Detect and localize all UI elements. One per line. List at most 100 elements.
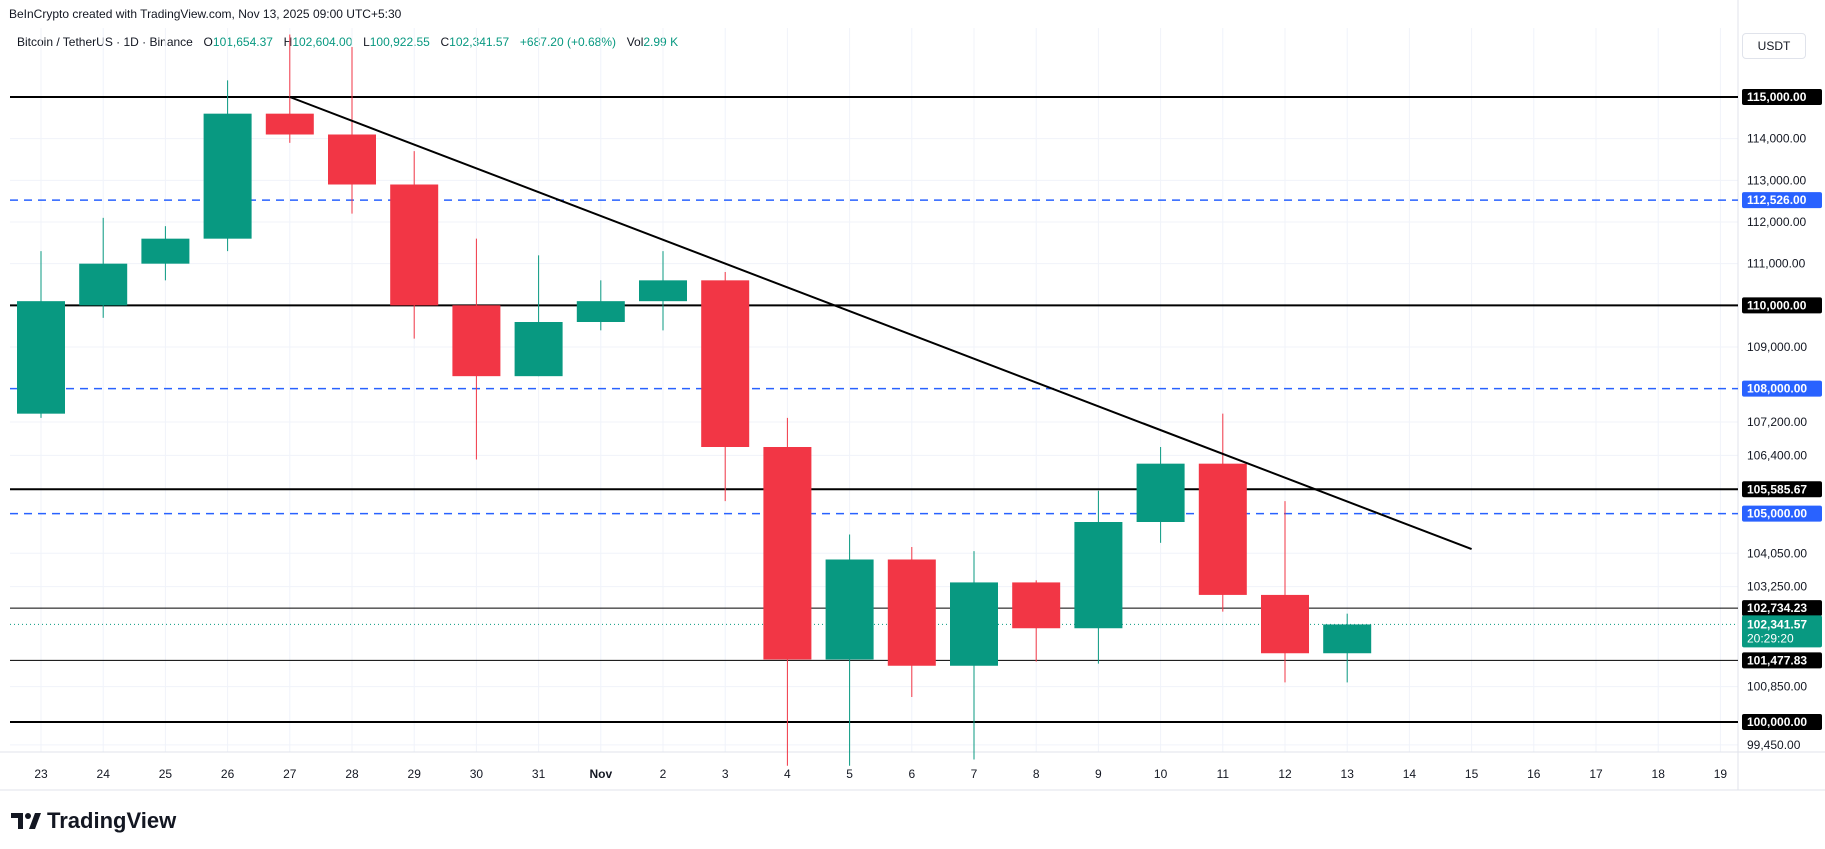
- date-tick-label: 29: [408, 767, 422, 781]
- date-tick-label: 5: [846, 767, 853, 781]
- candle-body[interactable]: [514, 322, 563, 377]
- level-price-badge: [1742, 192, 1822, 209]
- current-price-badge: [1742, 615, 1822, 648]
- date-tick-label: 6: [908, 767, 915, 781]
- candle-body[interactable]: [1323, 624, 1372, 654]
- candle-body[interactable]: [390, 184, 439, 306]
- candle-body[interactable]: [328, 134, 376, 185]
- symbol-legend: Bitcoin / TetherUS · 1D · Binance O101,6…: [17, 35, 678, 49]
- level-price-label: 115,000.00: [1747, 90, 1807, 104]
- candle-body[interactable]: [17, 301, 65, 414]
- candle-body[interactable]: [265, 113, 314, 135]
- date-tick-label: 14: [1403, 767, 1417, 781]
- date-tick-label: 17: [1589, 767, 1603, 781]
- candle-body[interactable]: [763, 447, 812, 660]
- level-price-badge: [1742, 600, 1822, 617]
- candle-body[interactable]: [79, 263, 128, 306]
- candle-body[interactable]: [576, 301, 625, 322]
- date-tick-label: 7: [971, 767, 978, 781]
- date-tick-label: 2: [660, 767, 667, 781]
- level-price-badge: [1742, 481, 1822, 498]
- price-tick-label: 107,200.00: [1747, 415, 1807, 429]
- close-value: 102,341.57: [449, 35, 510, 49]
- volume-value: 2.99 K: [643, 35, 679, 49]
- current-price-label: 102,341.57: [1747, 617, 1807, 631]
- price-tick-label: 114,000.00: [1747, 132, 1806, 146]
- date-tick-label: 23: [34, 767, 48, 781]
- date-tick-label: 28: [345, 767, 359, 781]
- open-label: O: [203, 35, 213, 49]
- date-tick-label: 15: [1465, 767, 1479, 781]
- symbol-name[interactable]: Bitcoin / TetherUS · 1D · Binance: [17, 35, 193, 49]
- price-tick-label: 113,000.00: [1747, 173, 1806, 187]
- date-tick-label: 18: [1652, 767, 1666, 781]
- price-tick-label: 109,000.00: [1747, 340, 1807, 354]
- close-label: C: [440, 35, 450, 49]
- candle-body[interactable]: [1012, 582, 1061, 629]
- candle-body[interactable]: [1074, 522, 1123, 629]
- trendline[interactable]: [289, 96, 1472, 551]
- candle-body[interactable]: [452, 305, 501, 377]
- currency-button[interactable]: USDT: [1742, 33, 1806, 59]
- level-price-badge: [1742, 652, 1822, 669]
- change-value: +687.20 (+0.68%): [519, 35, 616, 49]
- candle-body[interactable]: [887, 559, 936, 666]
- date-tick-label: Nov: [589, 767, 612, 781]
- tradingview-logo[interactable]: TradingView: [11, 808, 176, 834]
- volume-label: Vol: [626, 35, 644, 49]
- price-tick-label: 111,000.00: [1747, 257, 1806, 271]
- low-value: 100,922.55: [369, 35, 430, 49]
- date-tick-label: 26: [221, 767, 235, 781]
- price-tick-label: 104,050.00: [1747, 546, 1807, 560]
- countdown-label: 20:29:20: [1747, 631, 1794, 645]
- date-tick-label: 27: [283, 767, 297, 781]
- date-tick-label: 12: [1278, 767, 1292, 781]
- date-tick-label: 9: [1095, 767, 1102, 781]
- price-tick-label: 99,450.00: [1747, 738, 1801, 752]
- level-price-label: 105,000.00: [1747, 507, 1807, 521]
- low-label: L: [363, 35, 370, 49]
- level-price-label: 100,000.00: [1747, 715, 1807, 729]
- level-price-badge: [1742, 380, 1822, 397]
- date-tick-label: 19: [1714, 767, 1728, 781]
- level-price-label: 110,000.00: [1747, 298, 1807, 312]
- level-price-badge: [1742, 89, 1822, 105]
- date-tick-label: 4: [784, 767, 791, 781]
- level-price-label: 102,734.23: [1747, 601, 1807, 615]
- level-price-badge: [1742, 505, 1822, 522]
- chart-credit: BeInCrypto created with TradingView.com,…: [9, 7, 402, 21]
- date-tick-label: 24: [97, 767, 111, 781]
- brand-name: TradingView: [47, 808, 177, 833]
- candle-body[interactable]: [825, 559, 874, 660]
- date-tick-label: 31: [532, 767, 546, 781]
- candle-body[interactable]: [639, 280, 687, 302]
- date-tick-label: 8: [1033, 767, 1040, 781]
- date-tick-label: 25: [159, 767, 173, 781]
- price-tick-label: 103,250.00: [1747, 580, 1807, 594]
- high-value: 102,604.00: [292, 35, 353, 49]
- level-price-badge: [1742, 297, 1822, 314]
- tradingview-logo-icon: [11, 813, 41, 829]
- price-tick-label: 100,850.00: [1747, 680, 1807, 694]
- level-price-badge: [1742, 714, 1822, 730]
- date-tick-label: 16: [1527, 767, 1541, 781]
- level-price-label: 108,000.00: [1747, 382, 1807, 396]
- date-tick-label: 11: [1217, 767, 1230, 781]
- level-price-label: 101,477.83: [1747, 653, 1807, 667]
- candle-body[interactable]: [1136, 463, 1185, 522]
- date-tick-label: 30: [470, 767, 484, 781]
- date-tick-label: 10: [1154, 767, 1168, 781]
- candle-body[interactable]: [203, 113, 252, 239]
- level-price-label: 112,526.00: [1747, 193, 1807, 207]
- candle-body[interactable]: [141, 238, 190, 264]
- candle-body[interactable]: [701, 280, 750, 447]
- high-label: H: [283, 35, 293, 49]
- price-tick-label: 106,400.00: [1747, 448, 1807, 462]
- candle-body[interactable]: [950, 582, 998, 666]
- level-price-label: 105,585.67: [1747, 482, 1807, 496]
- candle-body[interactable]: [1261, 594, 1309, 654]
- date-tick-label: 3: [722, 767, 729, 781]
- candle-body[interactable]: [1198, 463, 1247, 595]
- date-tick-label: 13: [1341, 767, 1355, 781]
